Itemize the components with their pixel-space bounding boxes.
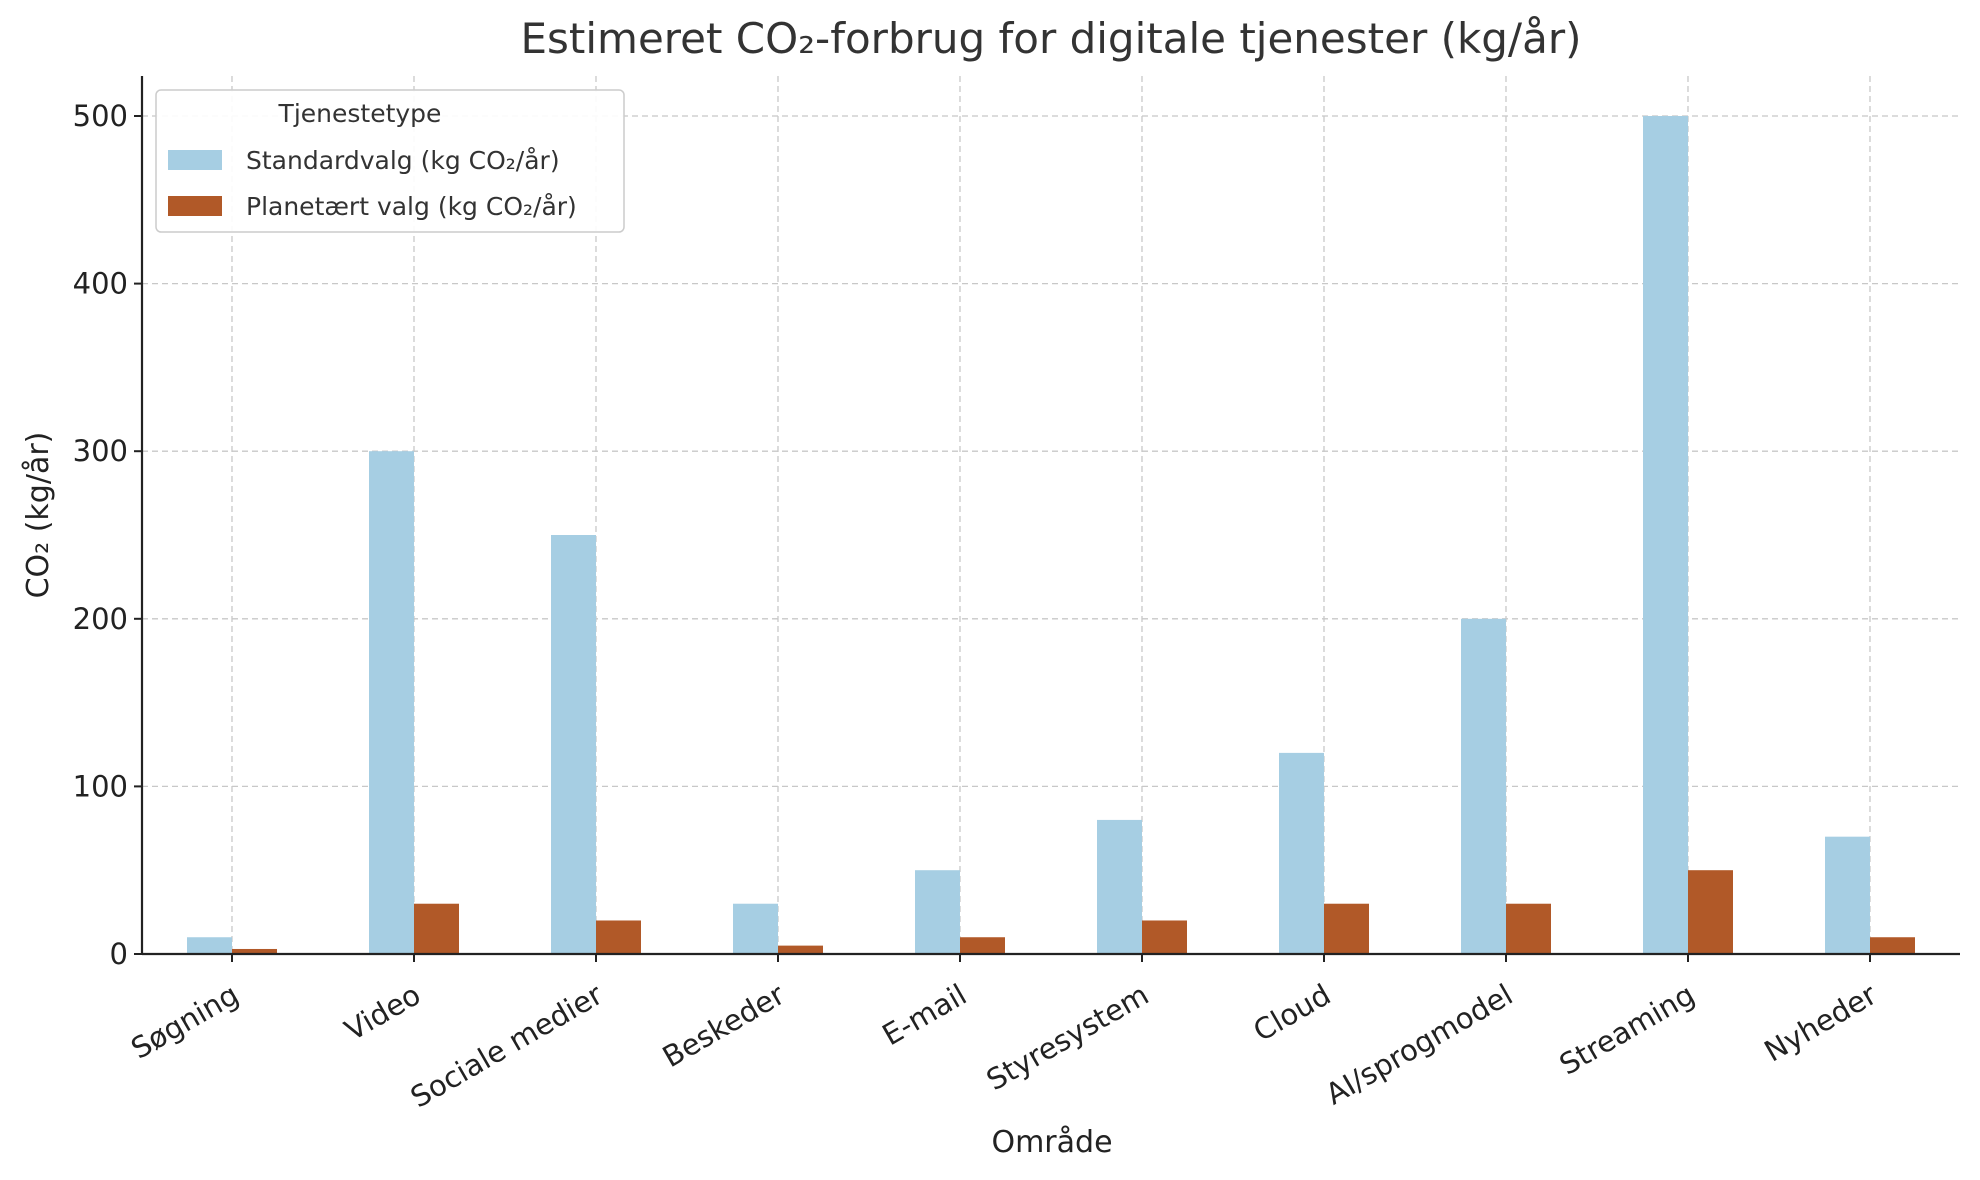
bar-planetary: [1324, 903, 1369, 954]
y-tick-label: 100: [73, 769, 128, 803]
y-axis-label: CO₂ (kg/år): [21, 432, 56, 599]
bar-standard: [1643, 116, 1688, 954]
bar-standard: [187, 937, 232, 954]
chart-title: Estimeret CO₂-forbrug for digitale tjene…: [520, 14, 1582, 63]
bar-planetary: [596, 920, 641, 954]
legend-swatch: [168, 150, 222, 170]
bar-standard: [1825, 836, 1870, 954]
y-tick-label: 300: [73, 434, 128, 468]
x-tick-label: Cloud: [1248, 977, 1337, 1048]
bars-layer: [187, 116, 1915, 954]
x-tick-label: AI/sprogmodel: [1320, 977, 1518, 1111]
x-tick-label: E-mail: [877, 977, 973, 1052]
legend-swatch: [168, 196, 222, 216]
legend-title: Tjenestetype: [278, 99, 442, 128]
axes-layer: [140, 76, 1960, 956]
y-tick-label: 400: [73, 267, 128, 301]
legend: Tjenestetype Standardvalg (kg CO₂/år) Plan…: [155, 89, 625, 233]
bar-planetary: [1142, 920, 1187, 954]
x-tick-label: Styresystem: [981, 977, 1155, 1097]
x-tick-label: Streaming: [1554, 977, 1701, 1081]
bar-planetary: [1870, 937, 1915, 954]
legend-box: [155, 89, 625, 233]
bar-planetary: [414, 903, 459, 954]
bar-standard: [551, 535, 596, 954]
x-tick-label: Video: [339, 977, 426, 1047]
bar-standard: [915, 870, 960, 954]
bar-standard: [1097, 819, 1142, 954]
bar-planetary: [1506, 903, 1551, 954]
legend-label: Planetært valg (kg CO₂/år): [246, 192, 577, 221]
legend-label: Standardvalg (kg CO₂/år): [246, 146, 560, 175]
y-tick-label: 0: [110, 937, 128, 971]
x-tick-label: Søgning: [125, 977, 244, 1065]
bar-planetary: [960, 937, 1005, 954]
bar-planetary: [778, 945, 823, 954]
x-axis-label: Område: [991, 1125, 1112, 1160]
x-tick-label: Nyheder: [1759, 977, 1883, 1068]
y-tick-label: 500: [73, 99, 128, 133]
bar-standard: [1461, 618, 1506, 954]
bar-standard: [369, 451, 414, 954]
x-tick-label: Sociale medier: [405, 977, 609, 1114]
x-tick-label: Beskeder: [657, 977, 791, 1074]
bar-standard: [733, 903, 778, 954]
bar-planetary: [232, 948, 277, 954]
y-tick-label: 200: [73, 602, 128, 636]
bar-planetary: [1688, 870, 1733, 954]
bar-standard: [1279, 752, 1324, 954]
